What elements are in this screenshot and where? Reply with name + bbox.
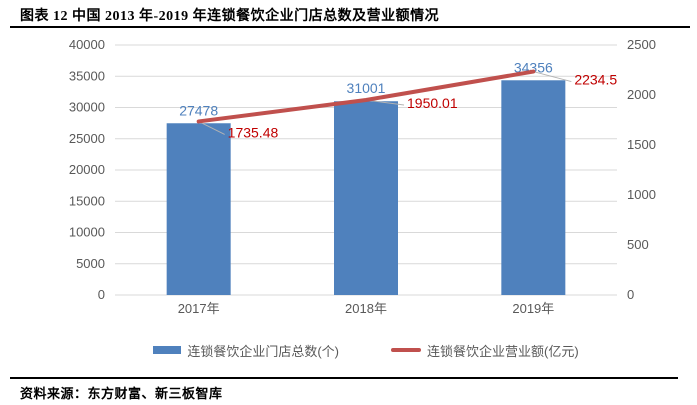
y-axis-right-tick: 0 (627, 287, 634, 302)
bar-2019年 (501, 80, 566, 296)
line-series-swatch (391, 348, 421, 352)
y-axis-left-tick: 40000 (69, 37, 105, 52)
title-divider (10, 26, 690, 28)
leader-line (198, 121, 225, 135)
line-value-label: 1735.48 (228, 124, 279, 140)
line-value-label: 2234.5 (574, 72, 617, 88)
y-axis-left-tick: 30000 (69, 100, 105, 115)
line-value-label: 1950.01 (407, 95, 458, 111)
bar-2018年 (334, 101, 398, 296)
y-axis-left-tick: 5000 (76, 256, 105, 271)
y-axis-left-tick: 10000 (69, 225, 105, 240)
x-axis-label: 2019年 (512, 301, 554, 316)
y-axis-left-tick: 15000 (69, 193, 105, 208)
combo-chart: 0500010000150002000025000300003500040000… (69, 37, 656, 316)
y-axis-right-tick: 500 (627, 237, 649, 252)
source-divider (10, 377, 678, 379)
legend-item-revenue: 连锁餐饮企业营业额(亿元) (391, 341, 579, 360)
chart-legend: 连锁餐饮企业门店总数(个) 连锁餐饮企业营业额(亿元) (35, 339, 697, 361)
leader-line (533, 71, 572, 83)
y-axis-right-tick: 1500 (627, 137, 656, 152)
y-axis-left-tick: 35000 (69, 68, 105, 83)
bar-value-label: 31001 (347, 80, 386, 96)
x-axis-label: 2018年 (345, 301, 387, 316)
bar-value-label: 27478 (179, 102, 218, 118)
y-axis-left-tick: 0 (98, 287, 105, 302)
x-axis-label: 2017年 (178, 301, 220, 316)
y-axis-right-tick: 2000 (627, 87, 656, 102)
page-title: 图表 12 中国 2013 年-2019 年连锁餐饮企业门店总数及营业额情况 (20, 9, 440, 24)
bar-2017年 (166, 123, 231, 295)
legend-label-stores: 连锁餐饮企业门店总数(个) (187, 343, 339, 359)
y-axis-right-tick: 2500 (627, 37, 656, 52)
revenue-line (196, 69, 536, 124)
source-note: 资料来源：东方财富、新三板智库 (20, 386, 223, 401)
bar-series-swatch (153, 346, 182, 354)
y-axis-right-tick: 1000 (627, 187, 656, 202)
legend-label-revenue: 连锁餐饮企业营业额(亿元) (427, 343, 579, 359)
legend-item-stores: 连锁餐饮企业门店总数(个) (153, 341, 339, 360)
y-axis-left-tick: 20000 (69, 162, 105, 177)
y-axis-left-tick: 25000 (69, 131, 105, 146)
